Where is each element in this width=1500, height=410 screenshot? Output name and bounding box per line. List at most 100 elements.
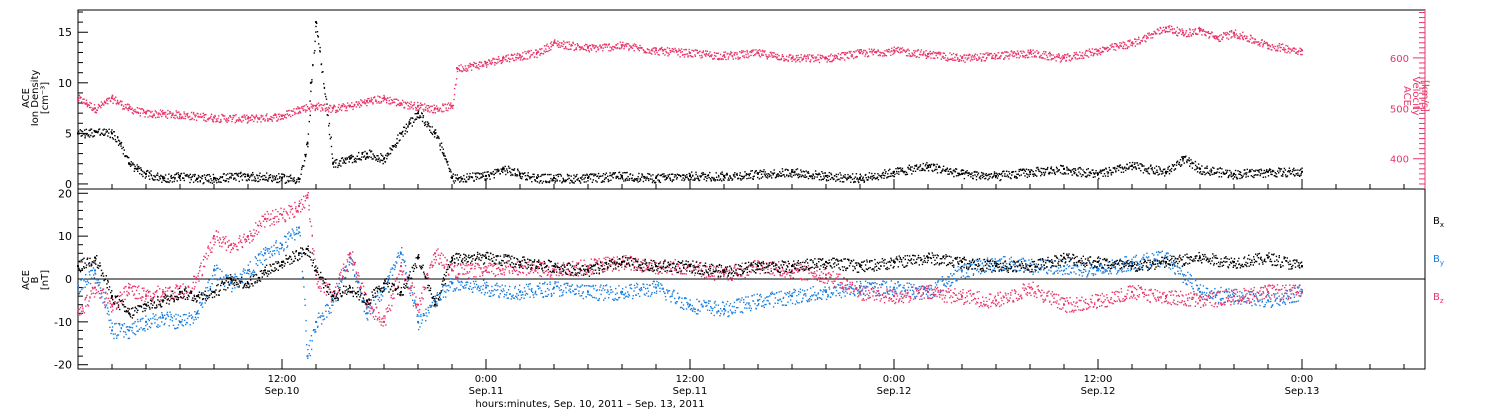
velocity-dot: [94, 104, 95, 105]
by-dot: [144, 328, 145, 329]
velocity-dot: [252, 115, 253, 116]
density-dot: [83, 134, 84, 135]
density-dot: [761, 171, 762, 172]
velocity-dot: [1033, 53, 1034, 54]
velocity-dot: [747, 53, 748, 54]
density-dot: [866, 177, 867, 178]
velocity-dot: [1240, 33, 1241, 34]
velocity-dot: [479, 66, 480, 67]
density-dot: [1070, 170, 1071, 171]
density-dot: [812, 178, 813, 179]
by-dot: [212, 275, 213, 276]
by-dot: [121, 328, 122, 329]
density-dot: [340, 160, 341, 161]
velocity-dot: [1254, 43, 1255, 44]
density-dot: [794, 171, 795, 172]
velocity-dot: [380, 102, 381, 103]
velocity-dot: [795, 61, 796, 62]
velocity-dot: [239, 119, 240, 120]
by-dot: [120, 331, 121, 332]
by-dot: [83, 279, 84, 280]
by-point: [111, 329, 113, 331]
by-dot: [114, 323, 115, 324]
density-dot: [585, 177, 586, 178]
velocity-dot: [202, 116, 203, 117]
velocity-dot: [1020, 51, 1021, 52]
density-dot: [622, 172, 623, 173]
velocity-dot: [114, 98, 115, 99]
density-dot: [504, 170, 505, 171]
velocity-dot: [837, 56, 838, 57]
density-dot: [749, 175, 750, 176]
velocity-dot: [235, 122, 236, 123]
by-dot: [274, 253, 275, 254]
velocity-dot: [456, 78, 457, 79]
density-dot: [934, 164, 935, 165]
density-dot: [1219, 172, 1220, 173]
by-dot: [178, 324, 179, 325]
density-dot: [1192, 167, 1193, 168]
density-dot: [167, 178, 168, 179]
density-dot: [931, 164, 932, 165]
by-dot: [193, 319, 194, 320]
velocity-dot: [383, 100, 384, 101]
density-dot: [384, 157, 385, 158]
density-dot: [175, 177, 176, 178]
velocity-dot: [168, 113, 169, 114]
velocity-dot: [911, 56, 912, 57]
density-dot: [607, 176, 608, 177]
density-dot: [997, 174, 998, 175]
velocity-dot: [361, 105, 362, 106]
velocity-dot: [1150, 37, 1151, 38]
velocity-dot: [525, 58, 526, 59]
density-dot: [120, 145, 121, 146]
velocity-dot: [497, 62, 498, 63]
velocity-dot: [937, 57, 938, 58]
density-dot: [173, 177, 174, 178]
density-dot: [329, 134, 330, 135]
velocity-dot: [803, 59, 804, 60]
density-dot: [675, 175, 676, 176]
velocity-dot: [908, 50, 909, 51]
velocity-dot: [230, 115, 231, 116]
velocity-dot: [149, 115, 150, 116]
density-dot: [272, 181, 273, 182]
by-dot: [138, 330, 139, 331]
velocity-dot: [1117, 45, 1118, 46]
velocity-dot: [137, 107, 138, 108]
density-dot: [750, 173, 751, 174]
velocity-dot: [1160, 28, 1161, 29]
density-dot: [110, 137, 111, 138]
density-dot: [227, 173, 228, 174]
density-dot: [1117, 166, 1118, 167]
density-dot: [153, 179, 154, 180]
density-dot: [89, 136, 90, 137]
by-dot: [104, 298, 105, 299]
velocity-dot: [697, 50, 698, 51]
velocity-dot: [1137, 43, 1138, 44]
velocity-dot: [261, 116, 262, 117]
velocity-dot: [1239, 38, 1240, 39]
velocity-dot: [1047, 57, 1048, 58]
density-dot: [555, 178, 556, 179]
by-dot: [212, 278, 213, 279]
density-dot: [322, 71, 323, 72]
by-dot: [154, 319, 155, 320]
velocity-dot: [1029, 53, 1030, 54]
velocity-dot: [1089, 49, 1090, 50]
density-dot: [571, 180, 572, 181]
density-dot: [626, 172, 627, 173]
velocity-dot: [649, 51, 650, 52]
density-dot: [533, 174, 534, 175]
density-dot: [524, 172, 525, 173]
density-dot: [236, 173, 237, 174]
density-dot: [733, 174, 734, 175]
velocity-dot: [284, 117, 285, 118]
density-dot: [1231, 173, 1232, 174]
velocity-dot: [467, 70, 468, 71]
density-dot: [978, 173, 979, 174]
density-dot: [281, 180, 282, 181]
velocity-dot: [1066, 60, 1067, 61]
velocity-dot: [288, 110, 289, 111]
density-dot: [855, 181, 856, 182]
